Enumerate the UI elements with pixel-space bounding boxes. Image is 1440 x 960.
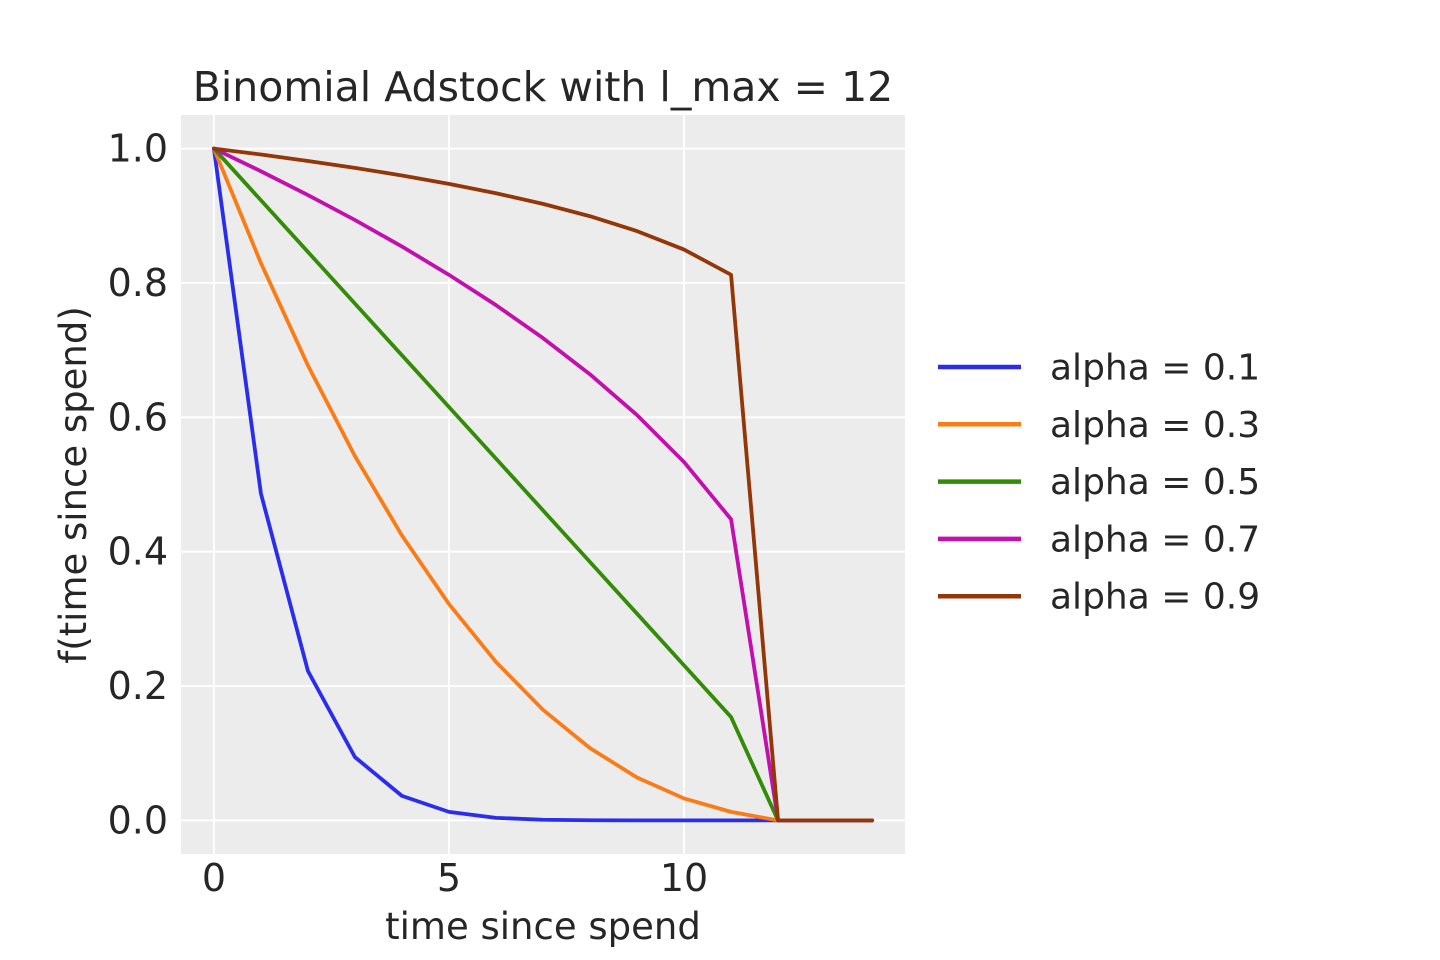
x-axis-label: time since spend: [385, 905, 701, 948]
y-tick-label: 0.8: [108, 261, 168, 305]
x-axis-tick-labels: 0 5 10: [202, 856, 708, 900]
legend-item-0.5: alpha = 0.5: [938, 462, 1260, 503]
series-line-0.7: [212, 146, 874, 823]
legend-label: alpha = 0.7: [1050, 519, 1260, 560]
series-line-0.3: [212, 146, 874, 823]
y-tick-label: 0.6: [108, 395, 168, 439]
y-tick-label: 1.0: [108, 127, 168, 171]
legend-item-0.1: alpha = 0.1: [938, 348, 1260, 389]
y-axis-label: f(time since spend): [52, 306, 95, 664]
series-line-0.1: [212, 146, 874, 823]
legend-label: alpha = 0.9: [1050, 577, 1260, 618]
y-tick-label: 0.0: [108, 798, 168, 842]
legend-label: alpha = 0.1: [1050, 348, 1260, 389]
y-tick-label: 0.4: [108, 530, 168, 574]
plot-area: [181, 115, 905, 854]
x-tick-label: 0: [202, 856, 226, 900]
gridlines: [181, 115, 905, 854]
series-line-0.5: [212, 146, 874, 823]
y-tick-label: 0.2: [108, 664, 168, 708]
legend-item-0.9: alpha = 0.9: [938, 577, 1260, 618]
chart-title: Binomial Adstock with l_max = 12: [193, 63, 893, 111]
legend: alpha = 0.1 alpha = 0.3 alpha = 0.5 alpha =…: [938, 348, 1260, 618]
legend-item-0.7: alpha = 0.7: [938, 519, 1260, 560]
x-tick-label: 5: [437, 856, 461, 900]
series-line-0.9: [212, 146, 874, 823]
legend-label: alpha = 0.5: [1050, 462, 1260, 503]
legend-item-0.3: alpha = 0.3: [938, 405, 1260, 446]
series-lines: [212, 146, 874, 823]
x-tick-label: 10: [660, 856, 708, 900]
y-axis-tick-labels: 0.0 0.2 0.4 0.6 0.8 1.0: [108, 127, 168, 843]
legend-label: alpha = 0.3: [1050, 405, 1260, 446]
